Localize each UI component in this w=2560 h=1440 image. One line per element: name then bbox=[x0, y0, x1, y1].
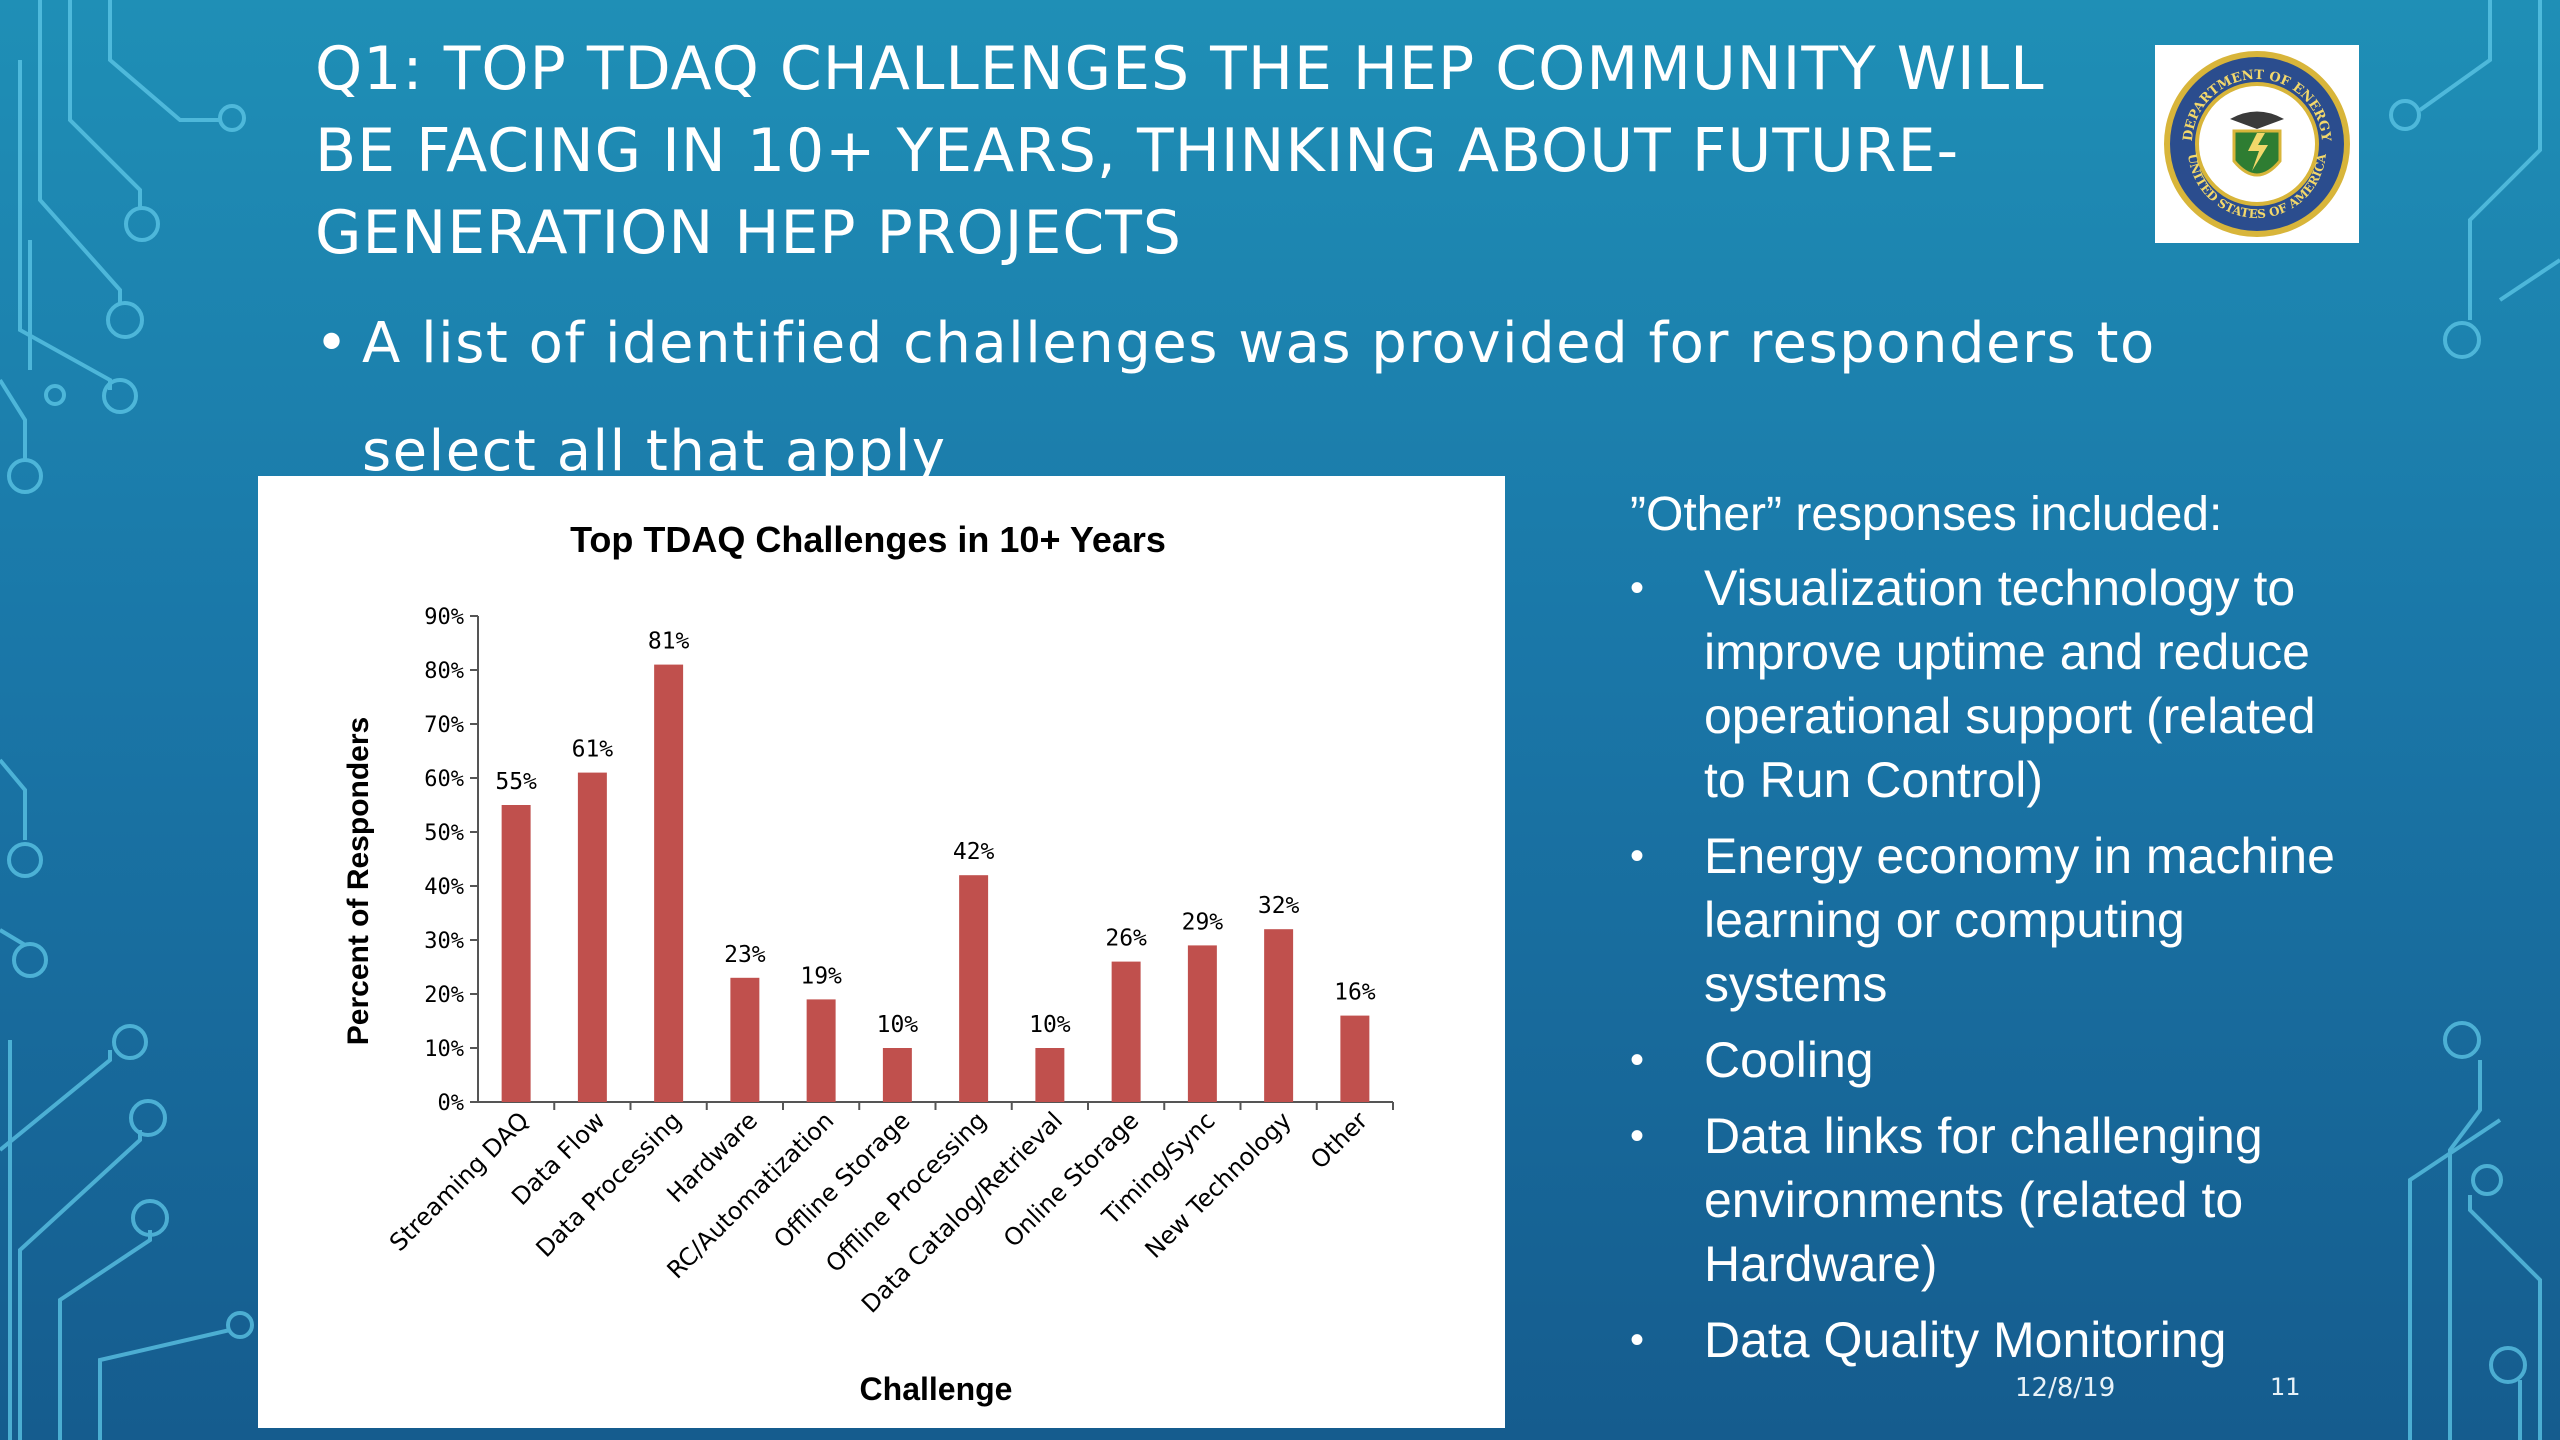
y-tick-label: 80% bbox=[424, 659, 464, 684]
x-axis-label: Challenge bbox=[860, 1371, 1013, 1407]
bullet-marker: • bbox=[1630, 566, 1645, 610]
chart-panel: Top TDAQ Challenges in 10+ Years Percent… bbox=[258, 476, 1505, 1428]
x-tick-label: Other bbox=[1305, 1106, 1373, 1174]
data-label: 19% bbox=[800, 963, 842, 989]
other-response-item: • Energy economy in machine learning or co… bbox=[1630, 824, 2510, 1016]
y-tick-label: 20% bbox=[424, 983, 464, 1008]
y-tick-label: 50% bbox=[424, 821, 464, 846]
bar bbox=[1035, 1048, 1065, 1102]
department-of-energy-seal-icon: DEPARTMENT OF ENERGY UNITED STATES OF AM… bbox=[2164, 51, 2350, 237]
data-label: 16% bbox=[1334, 980, 1376, 1006]
x-tick-label: New Technology bbox=[1140, 1106, 1297, 1263]
other-response-line: to Run Control) bbox=[1704, 752, 2044, 808]
data-label: 81% bbox=[648, 629, 690, 655]
bullet-marker: • bbox=[1630, 1114, 1645, 1158]
other-responses-heading: ”Other” responses included: bbox=[1630, 488, 2223, 541]
other-response-line: improve uptime and reduce bbox=[1704, 624, 2310, 680]
bullet-marker: • bbox=[1630, 1318, 1645, 1362]
data-label: 26% bbox=[1105, 926, 1147, 952]
title-line: GENERATION HEP PROJECTS bbox=[315, 198, 1182, 268]
data-label: 29% bbox=[1182, 909, 1224, 935]
title-line: Q1: TOP TDAQ CHALLENGES THE HEP COMMUNIT… bbox=[315, 34, 2045, 104]
x-tick-label: Online Storage bbox=[998, 1106, 1144, 1252]
x-tick-label: Offline Storage bbox=[768, 1106, 915, 1253]
bar bbox=[959, 875, 989, 1102]
other-response-line: Energy economy in machine bbox=[1704, 828, 2335, 884]
other-response-line: Visualization technology to bbox=[1704, 560, 2296, 616]
y-tick-label: 60% bbox=[424, 767, 464, 792]
y-tick-label: 70% bbox=[424, 713, 464, 738]
bar bbox=[654, 664, 684, 1102]
y-tick-label: 30% bbox=[424, 929, 464, 954]
page-number: 11 bbox=[2270, 1373, 2301, 1401]
data-label: 10% bbox=[1029, 1012, 1071, 1038]
other-response-item: • Data Quality Monitoring bbox=[1630, 1308, 2510, 1372]
bar bbox=[501, 805, 531, 1102]
bar bbox=[730, 977, 760, 1102]
other-response-line: Cooling bbox=[1704, 1032, 1874, 1088]
title-line: BE FACING IN 10+ YEARS, THINKING ABOUT F… bbox=[315, 116, 1960, 186]
other-responses-list: • Visualization technology to improve upti… bbox=[1630, 556, 2510, 1384]
bar bbox=[577, 772, 607, 1102]
bullet-marker: • bbox=[1630, 834, 1645, 878]
other-response-line: learning or computing bbox=[1704, 892, 2185, 948]
data-label: 42% bbox=[953, 839, 995, 865]
other-response-item: • Visualization technology to improve upti… bbox=[1630, 556, 2510, 812]
other-response-line: systems bbox=[1704, 956, 1888, 1012]
footer-date: 12/8/19 bbox=[2015, 1373, 2116, 1403]
other-response-line: Hardware) bbox=[1704, 1236, 1938, 1292]
bullet-marker: • bbox=[315, 311, 350, 376]
other-response-line: environments (related to bbox=[1704, 1172, 2244, 1228]
data-label: 23% bbox=[724, 942, 766, 968]
bar bbox=[1264, 929, 1294, 1102]
y-tick-label: 90% bbox=[424, 605, 464, 630]
slide-title: Q1: TOP TDAQ CHALLENGES THE HEP COMMUNIT… bbox=[315, 28, 2115, 274]
other-response-line: operational support (related bbox=[1704, 688, 2316, 744]
y-tick-label: 0% bbox=[438, 1091, 465, 1116]
bullet-marker: • bbox=[1630, 1038, 1645, 1082]
other-response-line: Data links for challenging bbox=[1704, 1108, 2263, 1164]
bar bbox=[1111, 961, 1141, 1102]
y-tick-label: 10% bbox=[424, 1037, 464, 1062]
y-tick-label: 40% bbox=[424, 875, 464, 900]
y-axis-label: Percent of Responders bbox=[342, 717, 375, 1045]
data-label: 10% bbox=[877, 1012, 919, 1038]
bar bbox=[882, 1048, 912, 1102]
x-tick-label: Data Processing bbox=[531, 1106, 687, 1262]
x-tick-label: Streaming DAQ bbox=[384, 1106, 534, 1256]
bullet-text-line: A list of identified challenges was prov… bbox=[362, 311, 2156, 376]
doe-logo: DEPARTMENT OF ENERGY UNITED STATES OF AM… bbox=[2155, 45, 2359, 243]
data-label: 32% bbox=[1258, 893, 1300, 919]
other-response-item: • Cooling bbox=[1630, 1028, 2510, 1092]
bullet-text-line: select all that apply bbox=[362, 419, 947, 484]
bar bbox=[1340, 1015, 1370, 1102]
data-label: 55% bbox=[495, 769, 537, 795]
main-bullet: • A list of identified challenges was pr… bbox=[315, 290, 2265, 506]
other-response-line: Data Quality Monitoring bbox=[1704, 1312, 2227, 1368]
chart-title: Top TDAQ Challenges in 10+ Years bbox=[570, 519, 1166, 560]
data-label: 61% bbox=[572, 737, 614, 763]
other-response-item: • Data links for challenging environments … bbox=[1630, 1104, 2510, 1296]
bar-chart: Top TDAQ Challenges in 10+ Years Percent… bbox=[342, 519, 1394, 1407]
bar bbox=[806, 999, 836, 1102]
bar bbox=[1187, 945, 1217, 1102]
